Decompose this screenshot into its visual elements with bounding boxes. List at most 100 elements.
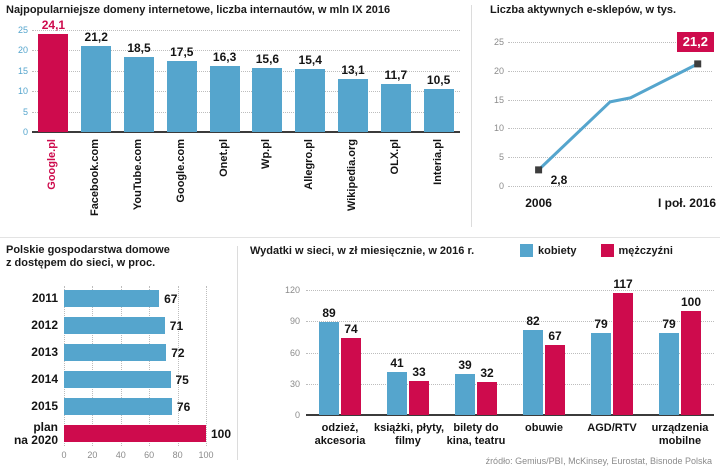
bar-value-label: 16,3 bbox=[212, 49, 237, 64]
x-tick-label: 100 bbox=[198, 450, 214, 460]
bar-value-label: 10,5 bbox=[426, 73, 451, 88]
gridline-y bbox=[306, 383, 714, 385]
chart-households-title-line1: Polskie gospodarstwa domowe bbox=[6, 244, 170, 256]
group-category-line: akcesoria bbox=[314, 434, 366, 447]
divider-vertical-top bbox=[471, 5, 472, 227]
chart-eshops: Liczba aktywnych e-sklepów, w tys. 0 5 10 1… bbox=[478, 0, 720, 237]
group-category-line: kina, teatru bbox=[446, 434, 506, 447]
row-label: 2014 bbox=[0, 373, 58, 386]
group-category-line: bilety do bbox=[453, 422, 499, 434]
y-tick-label: 0 bbox=[294, 410, 300, 420]
bar-value-label: 75 bbox=[175, 373, 189, 387]
bar-value-label: 24,1 bbox=[41, 17, 66, 32]
legend-label-kobiety: kobiety bbox=[538, 244, 577, 257]
bar-row-2 bbox=[64, 344, 167, 361]
bar-kobiety-3 bbox=[523, 329, 543, 415]
chart-households-title-line2: z dostępem do sieci, w proc. bbox=[6, 257, 156, 269]
line-start-value: 2,8 bbox=[550, 172, 568, 187]
bar-mezczyzni-2 bbox=[477, 381, 497, 415]
chart-eshops-plot: 0 5 10 15 20 25 2,8 21,2 2006 I poł. 2016 bbox=[478, 0, 720, 237]
bar-category-label: Facebook.com bbox=[89, 139, 102, 217]
bar-kobiety-2 bbox=[455, 374, 475, 415]
legend-item-kobiety: kobiety bbox=[520, 244, 577, 257]
bar-value-label-mezczyzni: 100 bbox=[680, 294, 702, 309]
x-tick-label: 80 bbox=[172, 450, 183, 460]
x-tick-label: 20 bbox=[87, 450, 98, 460]
group-category-line: książki, płyty, bbox=[374, 422, 445, 434]
divider-vertical-bottom bbox=[237, 246, 238, 460]
bar-category-label: Onet.pl bbox=[217, 139, 230, 177]
chart-households-plot: 0 20 40 60 80 100 2011 67 2012 71 2013 72 2014 75 2015… bbox=[0, 240, 238, 471]
line-point-marker bbox=[694, 60, 702, 68]
bar-mezczyzni-5 bbox=[681, 310, 701, 415]
bar-value-label-kobiety: 79 bbox=[594, 316, 608, 331]
bar-value-label: 100 bbox=[211, 427, 232, 441]
gridline-y bbox=[32, 30, 460, 31]
bar-olx.pl bbox=[380, 84, 411, 132]
gridline-x bbox=[120, 286, 122, 446]
x-axis-label-start: 2006 bbox=[525, 196, 552, 210]
bar-kobiety-0 bbox=[319, 322, 339, 415]
gridline-y bbox=[306, 321, 714, 323]
gridline-x bbox=[92, 286, 94, 446]
bar-row-1 bbox=[64, 317, 165, 334]
bar-value-label: 15,6 bbox=[255, 52, 280, 67]
bar-allegro.pl bbox=[295, 69, 326, 132]
y-tick-label: 60 bbox=[289, 347, 300, 358]
row-label: 2012 bbox=[0, 319, 58, 332]
chart-domains: Najpopularniejsze domeny internetowe, li… bbox=[0, 0, 468, 237]
bar-mezczyzni-4 bbox=[613, 293, 633, 415]
y-tick-label: 5 bbox=[498, 152, 504, 163]
group-category-line: obuwie bbox=[525, 422, 563, 434]
group-category-label: odzież, akcesoria bbox=[306, 422, 374, 447]
group-category-line: mobilne bbox=[658, 434, 702, 447]
legend-label-mezczyzni: mężczyźni bbox=[618, 244, 673, 257]
bar-value-label: 11,7 bbox=[384, 68, 408, 83]
chart-spending-plot: 0 30 60 90 120 89 74 odzież, akcesoria 41 33 książk… bbox=[240, 240, 720, 471]
bar-interia.pl bbox=[423, 89, 454, 132]
bar-mezczyzni-3 bbox=[545, 345, 565, 415]
eshops-trend-line bbox=[535, 60, 702, 174]
chart-spending-title: Wydatki w sieci, w zł miesięcznie, w 201… bbox=[250, 245, 475, 257]
bar-row-0 bbox=[64, 290, 160, 307]
bar-value-label-mezczyzni: 33 bbox=[412, 364, 426, 379]
bar-google.pl bbox=[38, 33, 69, 132]
bar-value-label: 21,2 bbox=[84, 29, 108, 44]
bar-value-label: 17,5 bbox=[170, 44, 194, 59]
bar-value-label: 67 bbox=[164, 292, 178, 306]
gridline-x bbox=[64, 286, 65, 446]
x-axis-label-end: I poł. 2016 bbox=[657, 196, 716, 210]
group-category-label: urządzenia mobilne bbox=[646, 422, 714, 447]
bar-category-label: OLX.pl bbox=[388, 139, 401, 175]
source-note: źródło: Gemius/PBI, McKinsey, Eurostat, … bbox=[485, 456, 712, 466]
bar-category-label: Google.pl bbox=[46, 139, 59, 190]
y-tick-label: 90 bbox=[289, 316, 300, 327]
chart-spending: Wydatki w sieci, w zł miesięcznie, w 201… bbox=[240, 240, 720, 471]
x-axis-line bbox=[32, 131, 460, 133]
x-tick-label: 40 bbox=[115, 450, 126, 460]
bar-category-label: YouTube.com bbox=[132, 139, 144, 211]
group-category-line: odzież, bbox=[321, 422, 359, 434]
gridline-y bbox=[508, 157, 712, 159]
row-label-line: 2015 bbox=[31, 399, 58, 413]
bar-value-label-mezczyzni: 117 bbox=[613, 277, 633, 292]
y-tick-label: 0 bbox=[498, 181, 504, 191]
bar-youtube.com bbox=[124, 56, 154, 132]
group-category-line: urządzenia bbox=[651, 422, 709, 434]
gridline-y bbox=[508, 70, 712, 72]
chart-domains-title: Najpopularniejsze domeny internetowe, li… bbox=[6, 4, 391, 16]
bar-row-5 bbox=[64, 425, 206, 442]
chart-households-title: Polskie gospodarstwa domowe z dostępem d… bbox=[6, 244, 170, 270]
bar-value-label-mezczyzni: 67 bbox=[548, 329, 562, 344]
gridline-y bbox=[306, 290, 714, 291]
legend-swatch-kobiety bbox=[520, 244, 533, 257]
group-category-label: obuwie bbox=[510, 422, 578, 435]
bar-row-3 bbox=[64, 371, 171, 388]
y-tick-label: 30 bbox=[289, 378, 300, 389]
row-label: 2015 bbox=[0, 400, 58, 413]
row-label-line: 2014 bbox=[31, 372, 58, 386]
bar-value-label-kobiety: 41 bbox=[390, 356, 404, 371]
y-tick-label: 0 bbox=[22, 127, 28, 137]
bar-mezczyzni-0 bbox=[341, 337, 361, 415]
bar-wikipedia.org bbox=[338, 78, 368, 132]
